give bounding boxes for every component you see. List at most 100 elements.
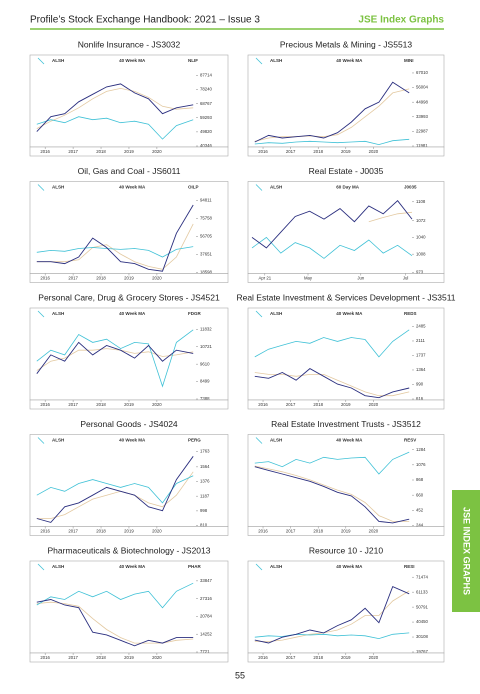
x-tick-label: 2018 <box>313 402 323 407</box>
y-tick-label: 452 <box>416 507 424 512</box>
series-line <box>36 223 194 270</box>
legend-label: REDS <box>404 311 417 316</box>
x-tick-label: May <box>304 276 313 281</box>
x-tick-label: 2017 <box>68 149 78 154</box>
chart-frame <box>29 560 229 654</box>
y-tick-label: 56004 <box>416 85 429 90</box>
x-tick-label: 2019 <box>124 529 134 534</box>
y-tick-label: 33847 <box>200 578 213 583</box>
series-line <box>36 246 194 258</box>
x-tick-label: 2016 <box>258 529 268 534</box>
legend-label: PHAR <box>188 564 202 569</box>
chart-title: Oil, Gas and Coal - JS6011 <box>78 166 181 176</box>
y-tick-label: 973 <box>416 270 424 275</box>
y-tick-label: 7388 <box>200 396 210 401</box>
x-tick-label: 2019 <box>341 149 351 154</box>
series-line <box>36 204 194 272</box>
legend-chip <box>255 184 263 191</box>
y-tick-label: 30108 <box>416 634 429 639</box>
x-tick-label: 2018 <box>313 655 323 660</box>
x-tick-label: 2019 <box>124 149 134 154</box>
x-tick-label: 2017 <box>68 655 78 660</box>
legend-label: J0035 <box>404 185 417 190</box>
x-tick-label: 2020 <box>369 655 379 660</box>
chart-frame <box>247 54 445 148</box>
chart-frame <box>29 181 229 274</box>
x-tick-label: 2018 <box>313 149 323 154</box>
chart-title: Real Estate Investment Trusts - JS3512 <box>271 419 421 429</box>
legend-label: ALSH <box>270 58 282 63</box>
legend-chip <box>37 437 45 444</box>
x-tick-label: 2017 <box>68 529 78 534</box>
x-tick-label: 2019 <box>124 276 134 281</box>
y-tick-label: 9610 <box>200 361 210 366</box>
y-tick-label: 40450 <box>416 619 429 624</box>
y-tick-label: 616 <box>416 396 424 401</box>
series-line <box>36 348 194 371</box>
y-tick-label: 56705 <box>200 234 213 239</box>
chart-title: Personal Care, Drug & Grocery Stores - J… <box>38 292 220 302</box>
x-tick-label: Jul <box>403 276 409 281</box>
legend-label: 40 Week MA <box>119 185 146 190</box>
y-tick-label: 44998 <box>416 99 429 104</box>
y-tick-label: 1072 <box>416 218 426 223</box>
series-line <box>36 83 194 132</box>
series-line <box>254 81 410 143</box>
series-line <box>36 116 194 140</box>
x-tick-label: 2016 <box>40 655 50 660</box>
y-tick-label: 660 <box>416 492 424 497</box>
y-tick-label: 20784 <box>200 614 213 619</box>
legend-label: 40 Week MA <box>119 564 146 569</box>
y-tick-label: 59293 <box>200 115 213 120</box>
page-number: 55 <box>235 670 245 680</box>
series-line <box>36 599 194 647</box>
chart-title: Real Estate - J0035 <box>309 166 384 176</box>
legend-label: ALSH <box>52 564 64 569</box>
series-line <box>254 466 410 524</box>
x-tick-label: 2016 <box>40 276 50 281</box>
series-line <box>254 329 410 358</box>
legend-label: 40 Week MA <box>119 438 146 443</box>
y-tick-label: 68767 <box>200 101 213 106</box>
legend-chip <box>255 57 263 65</box>
y-tick-label: 244 <box>416 523 424 528</box>
x-tick-label: 2016 <box>258 402 268 407</box>
y-tick-label: 33993 <box>416 114 429 119</box>
y-tick-label: 8499 <box>200 379 210 384</box>
x-tick-label: 2020 <box>369 402 379 407</box>
y-tick-label: 1187 <box>200 493 210 498</box>
x-tick-label: 2020 <box>369 529 379 534</box>
y-tick-label: 1376 <box>200 479 210 484</box>
y-tick-label: 94811 <box>200 198 212 203</box>
x-tick-label: Apr 21 <box>258 276 271 281</box>
series-line <box>251 200 413 249</box>
y-tick-label: 49820 <box>200 129 213 134</box>
chart-title: Precious Metals & Mining - JS5513 <box>280 39 413 49</box>
legend-chip <box>255 437 263 444</box>
y-tick-label: 67010 <box>416 70 429 75</box>
y-tick-label: 2485 <box>416 324 426 329</box>
x-tick-label: 2017 <box>68 402 78 407</box>
x-tick-label: 2019 <box>124 655 134 660</box>
y-tick-label: 1284 <box>416 447 426 452</box>
legend-label: 40 Week MA <box>119 58 146 63</box>
series-line <box>36 475 194 504</box>
chart-frame <box>29 434 229 527</box>
legend-label: RESI <box>404 564 415 569</box>
legend-label: ALSH <box>270 311 282 316</box>
chart-title: Resource 10 - J210 <box>309 545 383 555</box>
series-line <box>251 236 413 259</box>
x-tick-label: 2017 <box>286 655 296 660</box>
x-tick-label: 2020 <box>152 149 162 154</box>
y-tick-label: 1763 <box>200 449 210 454</box>
y-tick-label: 11981 <box>416 143 428 148</box>
y-tick-label: 1040 <box>416 235 426 240</box>
y-tick-label: 1564 <box>200 464 210 469</box>
legend-label: ALSH <box>52 311 64 316</box>
y-tick-label: 810 <box>200 523 208 528</box>
y-tick-label: 2111 <box>416 338 426 343</box>
x-tick-label: 2020 <box>152 402 162 407</box>
x-tick-label: 2017 <box>286 402 296 407</box>
legend-label: 40 Week MA <box>336 311 363 316</box>
y-tick-label: 61133 <box>416 589 428 594</box>
